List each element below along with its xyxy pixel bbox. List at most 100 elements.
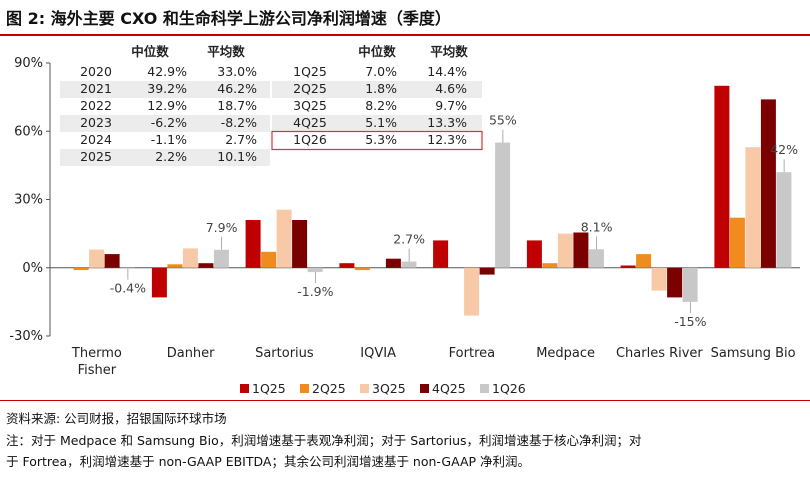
table-cell-mean: 14.4% <box>427 64 467 79</box>
bar-4q25 <box>104 254 120 268</box>
data-label: 8.1% <box>581 219 613 234</box>
footnote-line-2: 于 Fortrea，利润增速基于 non-GAAP EBITDA；其余公司利润增… <box>6 454 531 469</box>
table-cell-quarter: 2Q25 <box>293 81 327 96</box>
legend-swatch-2q25 <box>300 384 309 393</box>
legend-swatch-1q26 <box>480 384 489 393</box>
table-highlight-box <box>271 130 483 151</box>
table-cell-mean: 18.7% <box>217 98 257 113</box>
table-cell-median: 2.2% <box>155 149 187 164</box>
table-cell-mean: 9.7% <box>435 98 467 113</box>
data-label: -15% <box>674 314 706 329</box>
table-row-shade <box>272 115 482 132</box>
bar-4q25 <box>573 232 589 268</box>
bar-1q25 <box>526 240 542 268</box>
bar-1q25 <box>714 85 730 268</box>
data-label: 7.9% <box>206 220 238 235</box>
data-label: 42% <box>770 142 798 157</box>
bar-1q25 <box>433 240 449 268</box>
table-cell-mean: 13.3% <box>427 115 467 130</box>
table-cell-year: 2025 <box>80 149 112 164</box>
table-cell-median: 42.9% <box>147 64 187 79</box>
bar-3q25 <box>464 267 480 316</box>
bar-4q25 <box>760 99 776 268</box>
table-cell-year: 2023 <box>80 115 112 130</box>
bar-2q25 <box>636 254 652 268</box>
legend-label: 2Q25 <box>312 381 346 396</box>
legend-swatch-3q25 <box>360 384 369 393</box>
bar-1q25 <box>339 263 355 268</box>
legend-swatch-4q25 <box>420 384 429 393</box>
table-cell-median: 1.8% <box>365 81 397 96</box>
bar-3q25 <box>745 147 761 268</box>
bar-3q25 <box>276 209 292 268</box>
bar-1q26 <box>588 249 604 268</box>
table-cell-median: -6.2% <box>151 115 187 130</box>
bar-3q25 <box>557 233 573 268</box>
bar-1q25 <box>151 267 167 298</box>
table-cell-median: 5.3% <box>365 132 397 147</box>
table-cell-year: 2024 <box>80 132 112 147</box>
table-cell-median: 5.1% <box>365 115 397 130</box>
category-label: IQVIA <box>360 346 396 361</box>
bar-1q26 <box>120 267 136 269</box>
y-tick-label: 60% <box>14 124 43 139</box>
bar-1q26 <box>495 142 511 268</box>
table-row-shade <box>272 81 482 98</box>
bar-1q25 <box>245 220 261 268</box>
bar-3q25 <box>651 267 667 291</box>
table-cell-mean: 10.1% <box>217 149 257 164</box>
legend-swatch-1q25 <box>240 384 249 393</box>
legend-label: 4Q25 <box>432 381 466 396</box>
category-label: Samsung Bio <box>711 346 796 361</box>
category-label: Sartorius <box>255 346 314 361</box>
table-cell-mean: 33.0% <box>217 64 257 79</box>
bar-2q25 <box>354 267 370 271</box>
table-header-mean: 平均数 <box>430 44 468 59</box>
source-note: 资料来源: 公司财报，招银国际环球市场 <box>6 411 227 426</box>
table-cell-median: 7.0% <box>365 64 397 79</box>
table-cell-median: 12.9% <box>147 98 187 113</box>
table-cell-quarter: 4Q25 <box>293 115 327 130</box>
bar-3q25 <box>182 248 198 268</box>
data-label: -0.4% <box>110 281 146 296</box>
table-cell-year: 2022 <box>80 98 112 113</box>
bar-2q25 <box>542 263 558 268</box>
category-label: Thermo <box>71 346 122 361</box>
table-cell-mean: 4.6% <box>435 81 467 96</box>
bar-3q25 <box>89 249 105 268</box>
table-header-median: 中位数 <box>131 44 169 59</box>
table-cell-mean: 2.7% <box>225 132 257 147</box>
table-row-shade <box>60 81 270 98</box>
table-row-shade <box>60 149 270 166</box>
footnote: 注：对于 Medpace 和 Samsung Bio，利润增速基于表观净利润；对… <box>6 430 804 472</box>
y-tick-label: -30% <box>9 329 43 344</box>
bar-4q25 <box>385 258 401 268</box>
table-cell-quarter: 1Q25 <box>293 64 327 79</box>
legend-label: 3Q25 <box>372 381 406 396</box>
bar-1q25 <box>620 265 636 268</box>
y-tick-label: 30% <box>14 193 43 208</box>
y-tick-label: 0% <box>22 261 43 276</box>
bar-4q25 <box>479 267 495 275</box>
table-header-mean: 平均数 <box>207 44 245 59</box>
data-label: 55% <box>489 113 517 128</box>
table-cell-year: 2021 <box>80 81 112 96</box>
table-cell-mean: 12.3% <box>427 132 467 147</box>
category-label: Fisher <box>78 363 117 378</box>
table-cell-year: 2020 <box>80 64 112 79</box>
bar-4q25 <box>292 220 308 268</box>
bar-1q26 <box>307 267 323 273</box>
legend-label: 1Q25 <box>252 381 286 396</box>
bar-2q25 <box>167 264 183 268</box>
table-cell-median: -1.1% <box>151 132 187 147</box>
bar-4q25 <box>667 267 683 298</box>
bar-4q25 <box>198 263 214 268</box>
bar-2q25 <box>261 251 277 268</box>
data-label: 2.7% <box>393 232 425 247</box>
footnote-line-1: 注：对于 Medpace 和 Samsung Bio，利润增速基于表观净利润；对… <box>6 433 642 448</box>
category-label: Charles River <box>616 346 703 361</box>
figure-title: 图 2: 海外主要 CXO 和生命科学上游公司净利润增速（季度） <box>6 9 451 28</box>
category-label: Medpace <box>536 346 595 361</box>
category-label: Fortrea <box>449 346 495 361</box>
bar-1q26 <box>213 249 229 268</box>
